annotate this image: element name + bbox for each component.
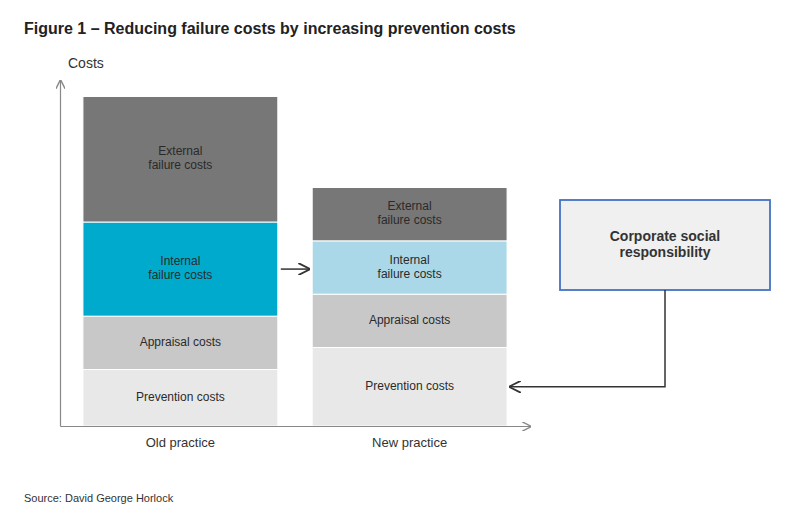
segment-labels: Prevention costs Prevention costs Appraisa… xyxy=(136,144,454,404)
bar-segment xyxy=(312,241,507,294)
segment-label: Externalfailure costs xyxy=(148,144,212,172)
bar-segment xyxy=(312,348,507,426)
x-tick: New practice xyxy=(372,435,447,450)
source: Source: David George Horlock xyxy=(24,492,174,504)
segment-label: Prevention costs xyxy=(136,390,225,404)
x-axis: Old practice New practice xyxy=(61,427,531,451)
title: Figure 1 – Reducing failure costs by inc… xyxy=(24,20,516,37)
chart: Figure 1 – Reducing failure costs by inc… xyxy=(0,0,800,516)
bar-segment xyxy=(83,96,278,222)
csr-box xyxy=(560,200,770,290)
bars xyxy=(83,96,507,426)
y-axis-line xyxy=(60,81,61,427)
segment-label: Externalfailure costs xyxy=(378,199,442,227)
segment-label: Appraisal costs xyxy=(140,335,221,349)
y-axis xyxy=(60,81,61,427)
segment-label: Internalfailure costs xyxy=(148,254,212,282)
csr-label: Corporate socialresponsibility xyxy=(610,228,720,260)
plot: Prevention costs Prevention costs Appraisa… xyxy=(61,55,531,450)
bar-segment xyxy=(83,222,278,316)
x-tick: Old practice xyxy=(146,435,215,450)
bar-segment xyxy=(83,316,278,369)
bar-segment xyxy=(83,370,278,426)
bar-segment xyxy=(312,294,507,347)
x-tick-label: New practice xyxy=(372,435,447,450)
bar-segment xyxy=(312,187,507,240)
x-axis-line xyxy=(61,426,531,427)
csr-arrow xyxy=(510,290,665,387)
x-tick-label: Old practice xyxy=(146,435,215,450)
segment-label: Appraisal costs xyxy=(369,313,450,327)
y-axis-label: Costs xyxy=(68,55,104,71)
segment-label: Internalfailure costs xyxy=(378,253,442,281)
change-arrow xyxy=(281,268,309,270)
segment-label: Prevention costs xyxy=(365,379,454,393)
